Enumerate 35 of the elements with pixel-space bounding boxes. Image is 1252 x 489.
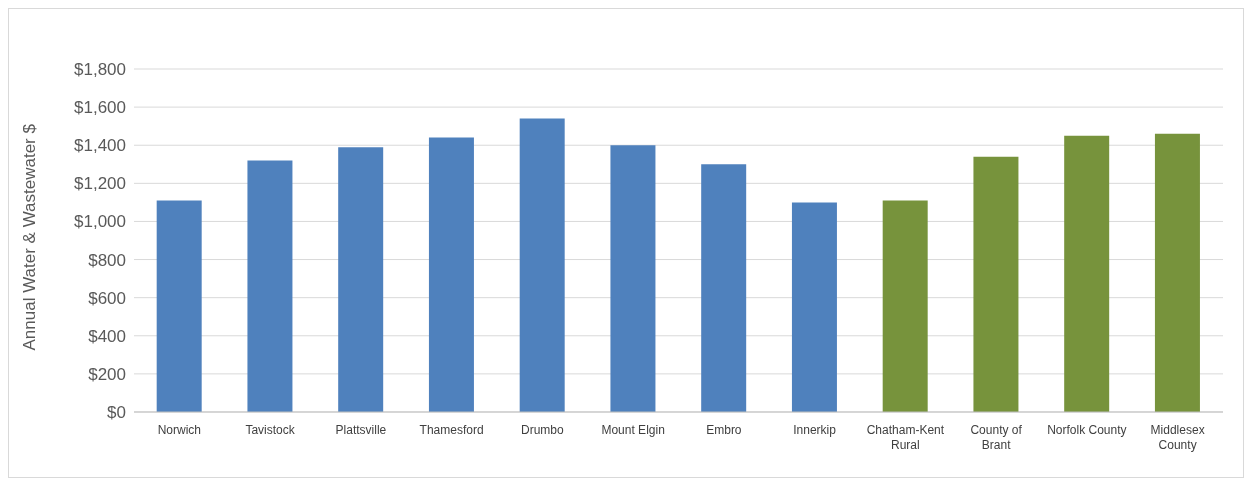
x-tick-label: Middlesex County bbox=[1150, 423, 1205, 452]
bar bbox=[701, 164, 747, 412]
y-tick-label: $600 bbox=[88, 288, 126, 308]
bar bbox=[791, 202, 837, 412]
x-tick-label: Norfolk County bbox=[1047, 423, 1127, 437]
x-tick-label: Thamesford bbox=[419, 423, 484, 437]
y-tick-label: $1,200 bbox=[74, 174, 126, 194]
x-tick-label: Innerkip bbox=[793, 423, 837, 437]
y-tick-label: $400 bbox=[88, 326, 126, 346]
bar bbox=[1154, 133, 1200, 412]
bar bbox=[1064, 135, 1110, 412]
bar bbox=[428, 137, 474, 412]
y-axis-title: Annual Water & Wastewater $ bbox=[20, 123, 40, 351]
x-tick-label: Embro bbox=[706, 423, 742, 437]
y-tick-label: $1,000 bbox=[74, 212, 126, 232]
x-tick-label: Mount Elgin bbox=[601, 423, 665, 437]
y-tick-label: $200 bbox=[88, 364, 126, 384]
x-tick-label: Chatham-Kent Rural bbox=[866, 423, 945, 452]
bar bbox=[973, 156, 1019, 412]
bar bbox=[519, 118, 565, 412]
bar bbox=[247, 160, 293, 412]
bar bbox=[610, 145, 656, 412]
x-tick-label: Plattsville bbox=[335, 423, 387, 437]
y-tick-label: $800 bbox=[88, 250, 126, 270]
y-tick-label: $1,800 bbox=[74, 60, 126, 80]
bar bbox=[156, 200, 202, 412]
x-tick-label: Tavistock bbox=[245, 423, 296, 437]
bar bbox=[882, 200, 928, 412]
x-tick-label: County of Brant bbox=[970, 423, 1023, 452]
y-tick-label: $1,600 bbox=[74, 98, 126, 118]
y-tick-label: $0 bbox=[107, 403, 126, 423]
x-tick-label: Norwich bbox=[157, 423, 202, 437]
bar bbox=[338, 147, 384, 412]
y-tick-label: $1,400 bbox=[74, 136, 126, 156]
x-tick-label: Drumbo bbox=[521, 423, 565, 437]
